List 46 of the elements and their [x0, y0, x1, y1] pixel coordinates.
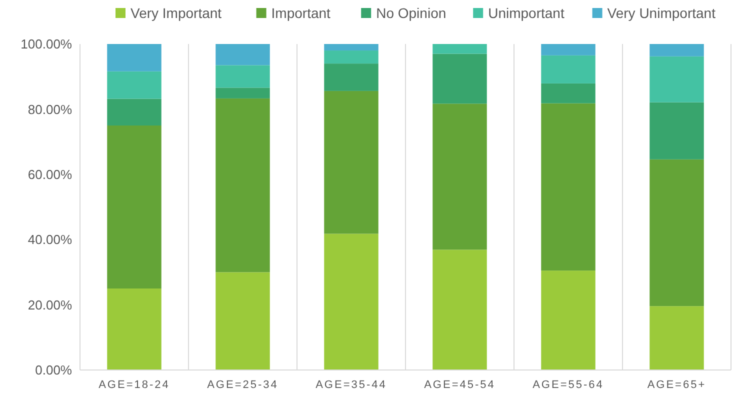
bar — [107, 44, 162, 72]
bar — [650, 102, 704, 160]
bar — [107, 126, 162, 288]
bar — [541, 103, 596, 271]
x-tick-label: AGE=18-24 — [98, 379, 170, 391]
bar — [216, 98, 270, 272]
bar — [432, 104, 487, 250]
bar — [324, 90, 378, 234]
bar — [541, 270, 596, 370]
bar — [541, 83, 596, 104]
y-tick-label: 100.00% — [20, 36, 72, 52]
legend-label: No Opinion — [376, 4, 446, 21]
y-tick-label: 0.00% — [35, 362, 72, 378]
x-tick-label: AGE=45-54 — [424, 379, 496, 391]
x-tick-label: AGE=35-44 — [316, 379, 387, 391]
bar — [650, 159, 704, 306]
y-tick-label: 20.00% — [28, 297, 72, 312]
y-tick-label: 80.00% — [28, 102, 72, 117]
legend-label: Important — [271, 4, 331, 21]
x-tick-label: AGE=55-64 — [532, 379, 604, 391]
bar — [324, 234, 378, 370]
bar — [216, 272, 270, 370]
x-tick-label: AGE=25-34 — [207, 379, 278, 391]
y-tick-label: 40.00% — [28, 232, 72, 248]
x-tick-label: AGE=65+ — [647, 379, 706, 391]
bar — [216, 65, 270, 88]
legend-label: Very Unimportant — [607, 4, 716, 21]
bar — [541, 44, 596, 56]
legend-label: Unimportant — [488, 4, 564, 21]
bar — [432, 54, 487, 104]
bar — [216, 44, 270, 66]
legend-label: Very Important — [130, 4, 222, 21]
bar — [324, 64, 378, 91]
bar — [650, 56, 704, 102]
bar — [107, 288, 162, 370]
bar — [324, 50, 378, 64]
bar — [107, 71, 162, 99]
bar — [107, 98, 162, 126]
bar — [541, 55, 596, 84]
bar — [650, 306, 704, 370]
bar — [432, 44, 487, 54]
bar — [432, 250, 487, 370]
bar — [324, 44, 378, 51]
bar — [650, 44, 704, 56]
bar — [216, 88, 270, 98]
y-tick-label: 60.00% — [28, 166, 72, 182]
